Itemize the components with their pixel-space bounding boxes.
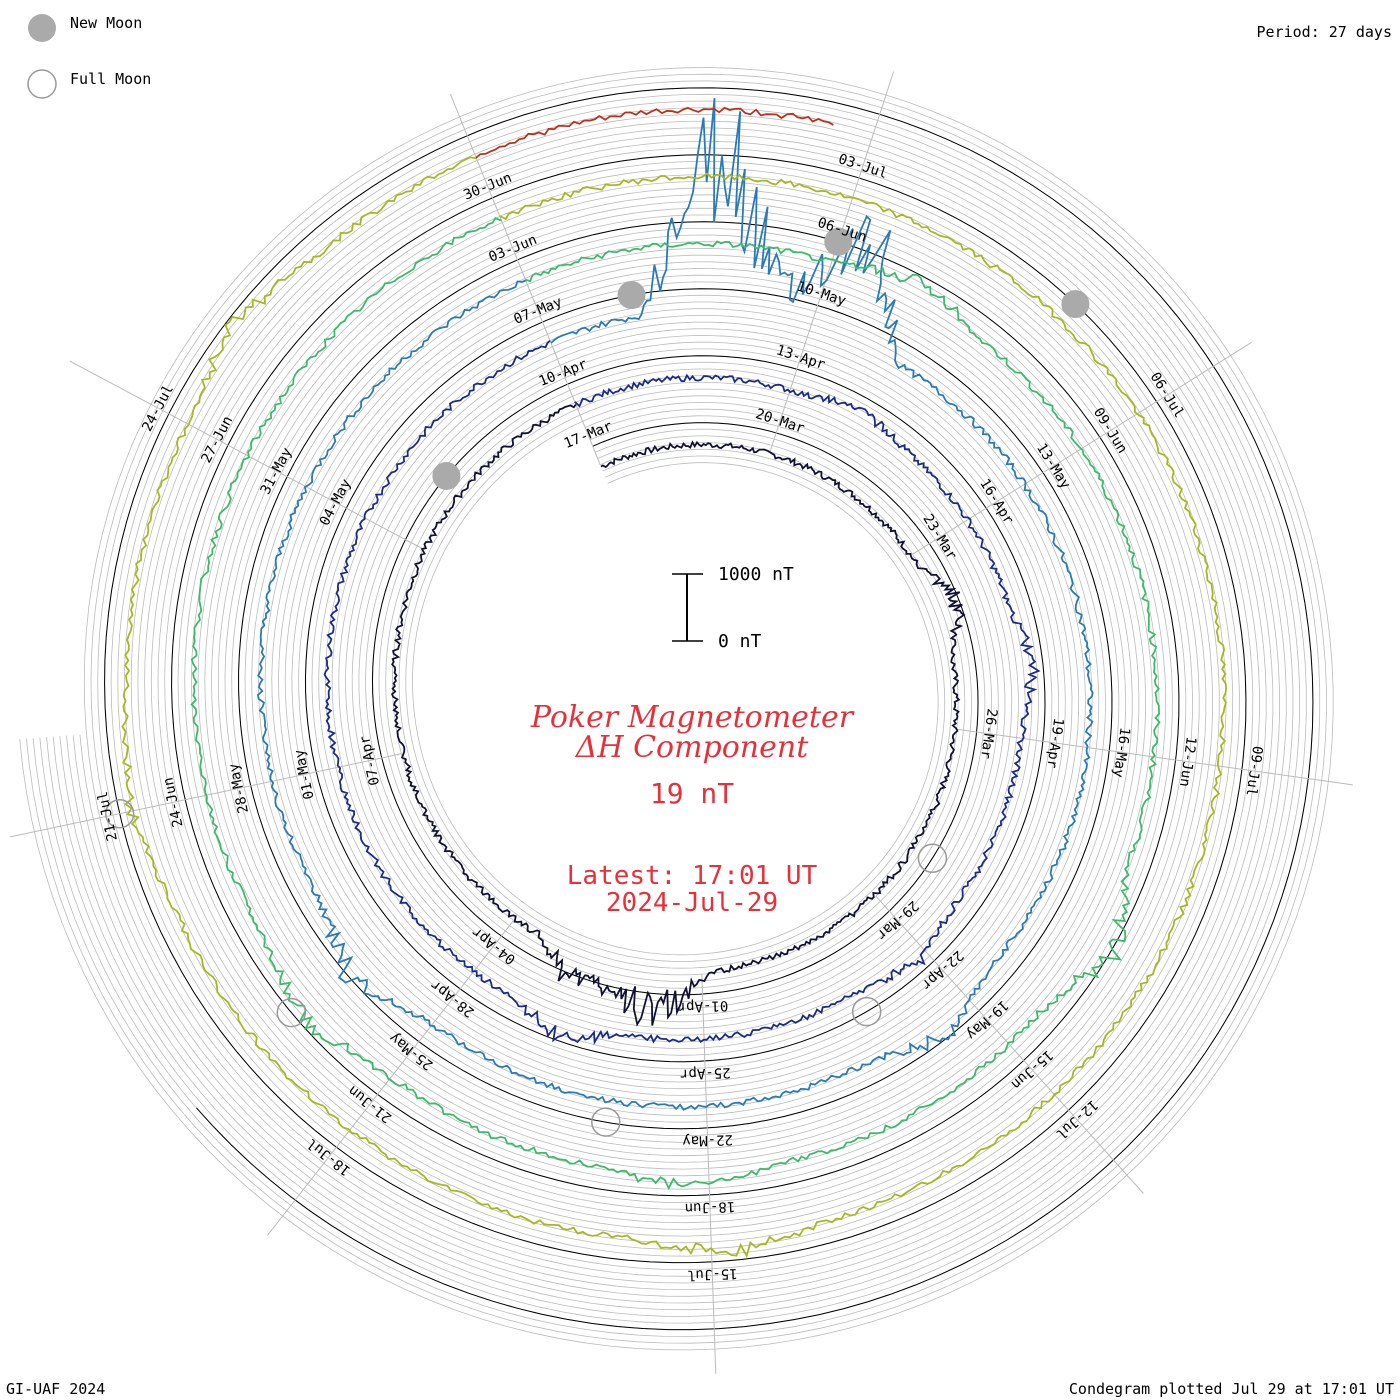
date-spoke	[769, 71, 895, 453]
tick-label: 19-May	[963, 997, 1011, 1043]
tick-label: 15-Jul	[687, 1265, 738, 1283]
scale-top-label: 1000 nT	[718, 564, 794, 585]
component-title: ΔH Component	[575, 730, 809, 765]
tick-label: 12-Jun	[1176, 736, 1199, 788]
full-moon-marker	[591, 1107, 621, 1137]
trace-rotation-6	[475, 106, 834, 159]
trace-rotation-3	[257, 98, 1094, 1111]
tick-label: 01-Apr	[677, 997, 728, 1015]
latest-date: 2024-Jul-29	[606, 888, 778, 918]
legend-full-moon-label: Full Moon	[70, 70, 152, 88]
moon-phase-markers	[104, 227, 1090, 1137]
grid-spiral-line	[46, 93, 1307, 1324]
tick-label: 30-Jun	[461, 170, 514, 204]
grid-spiral-line	[72, 120, 1281, 1297]
tick-label: 20-Mar	[753, 406, 806, 437]
new-moon-marker	[824, 227, 853, 256]
trace-rotation-4	[190, 216, 1161, 1191]
tick-label: 26-Mar	[977, 708, 1000, 760]
tick-label: 07-Apr	[357, 734, 383, 787]
scale-bar: 1000 nT 0 nT	[672, 564, 794, 652]
plotted-timestamp: Condegram plotted Jul 29 at 17:01 UT	[1068, 1380, 1394, 1398]
full-moon-marker	[104, 798, 135, 829]
current-value: 19 nT	[650, 777, 734, 810]
tick-label: 21-Jul	[95, 790, 121, 843]
tick-label: 24-Jun	[160, 776, 186, 829]
trace-rotation-2	[323, 339, 1041, 1046]
tick-label: 25-Apr	[680, 1064, 731, 1082]
tick-label: 28-May	[226, 762, 252, 815]
new-moon-marker	[432, 462, 461, 490]
grid-spiral-line	[52, 100, 1300, 1317]
full-moon-marker	[276, 997, 307, 1028]
trace-rotation-5	[121, 156, 1228, 1259]
new-moon-legend-icon	[28, 14, 56, 42]
tick-label: 09-Jul	[1242, 745, 1265, 797]
tick-label: 19-Apr	[1043, 717, 1066, 769]
tick-label: 07-May	[512, 294, 565, 328]
tick-label: 16-May	[1110, 726, 1133, 778]
date-spoke	[701, 974, 717, 1374]
grid-spiral-line	[32, 80, 1321, 1337]
grid-spiral-line	[26, 73, 1327, 1344]
latest-time: Latest: 17:01 UT	[567, 861, 818, 891]
legend-new-moon-label: New Moon	[70, 14, 143, 32]
date-spoke	[875, 895, 1144, 1194]
scale-bottom-label: 0 nT	[718, 631, 762, 652]
date-spoke	[912, 341, 1252, 555]
grid-spiral-line	[19, 67, 1334, 1351]
full-moon-marker	[917, 843, 948, 874]
tick-label: 22-May	[682, 1131, 733, 1149]
tick-label: 03-Jul	[836, 151, 889, 182]
full-moon-marker	[851, 996, 882, 1027]
tick-label: 10-Apr	[537, 356, 590, 390]
new-moon-marker	[617, 281, 646, 310]
grid-spiral-line	[66, 113, 1287, 1304]
trace-rotation-1	[391, 403, 966, 1027]
tick-label: 01-May	[292, 748, 318, 801]
magnetometer-traces	[121, 98, 1228, 1259]
new-moon-marker	[1061, 290, 1090, 319]
tick-label: 03-Jun	[486, 232, 539, 266]
tick-label: 18-Jun	[684, 1198, 735, 1216]
date-spoke	[267, 919, 515, 1236]
center-title-block: Poker Magnetometer ΔH Component 19 nT La…	[530, 700, 855, 918]
tick-label: 13-Apr	[774, 342, 827, 373]
tick-label: 17-Mar	[562, 418, 615, 452]
grid-spiral-line	[79, 127, 1274, 1291]
baseline-spiral	[104, 87, 1314, 1331]
instrument-title: Poker Magnetometer	[530, 700, 855, 735]
credit-label: GI-UAF 2024	[6, 1380, 106, 1398]
period-label: Period: 27 days	[1256, 23, 1392, 41]
full-moon-legend-icon	[27, 69, 57, 99]
